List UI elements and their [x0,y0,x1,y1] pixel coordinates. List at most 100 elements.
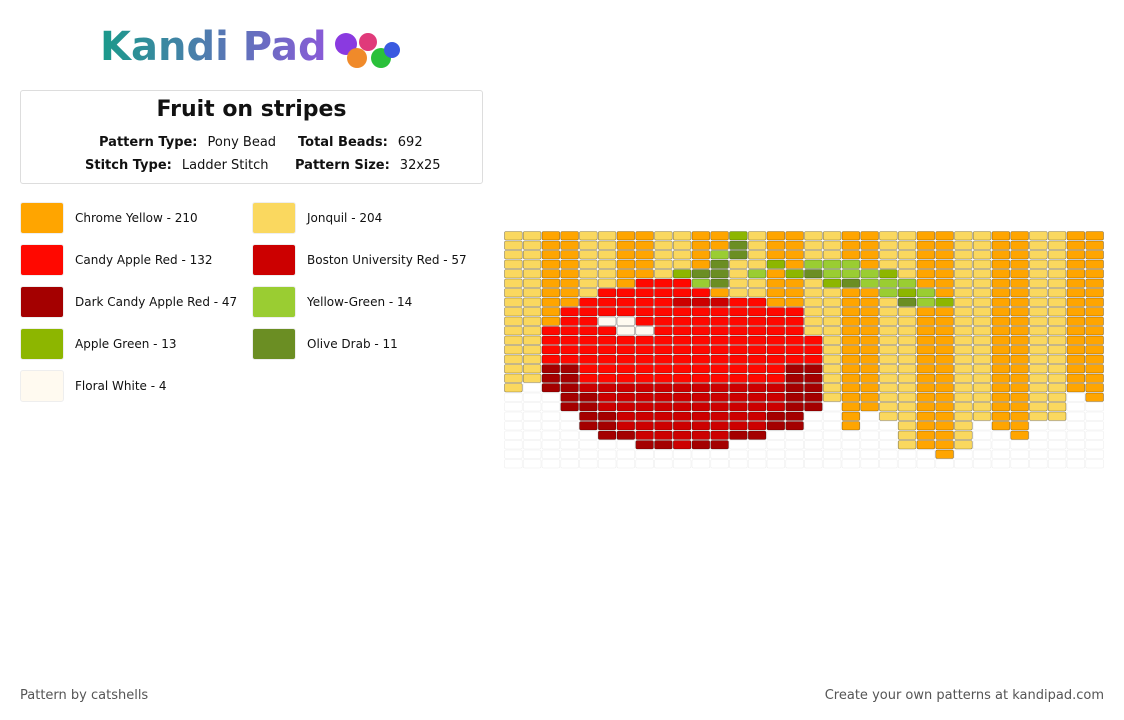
bead [504,278,523,288]
bead [841,250,861,260]
bead [1047,326,1067,336]
empty-cell [804,440,823,450]
bead [1047,383,1067,393]
bead [729,335,748,345]
bead [635,402,654,412]
bead [597,297,617,307]
bead [785,421,804,431]
bead [616,240,636,250]
empty-cell [1085,411,1104,421]
bead [935,326,954,336]
bead [935,411,954,421]
bead [747,250,767,260]
empty-cell [729,459,748,469]
value: Ladder Stitch [181,158,269,173]
bead [991,288,1011,298]
bead [672,250,692,260]
bead [1029,231,1048,241]
bead [635,440,654,450]
bead [1066,269,1086,279]
bead [897,278,917,288]
empty-cell [654,459,673,469]
bead [785,364,804,374]
link[interactable]: Create your own patterns at kandipad.com [824,688,1104,703]
bead [1047,345,1067,355]
bead [597,383,617,393]
bead [635,288,654,298]
bead [616,402,636,412]
bead [804,307,823,317]
bead [822,316,842,326]
bead [522,373,542,383]
bead [785,335,804,345]
bead [560,373,579,383]
bead [635,240,654,250]
bead [991,278,1011,288]
bead [897,392,917,402]
color-name: Jonquil - 204 [307,211,383,225]
bead [860,373,879,383]
bead [504,364,523,374]
bead [1085,297,1104,307]
empty-cell [972,449,992,459]
bead [860,392,879,402]
bead [691,383,711,393]
bead [710,402,729,412]
bead [785,373,804,383]
bead [916,335,936,345]
bead [560,288,579,298]
bead [522,297,542,307]
empty-cell [954,449,973,459]
bead [691,297,711,307]
bead [935,354,954,364]
bead [804,383,823,393]
bead [560,354,579,364]
bead [616,307,636,317]
legend-item: Jonquil - 204 [252,202,382,234]
empty-cell [841,430,861,440]
bead [841,326,861,336]
bead [672,269,692,279]
bead [935,449,954,459]
bead [1066,345,1086,355]
bead [691,354,711,364]
empty-cell [822,421,842,431]
bead [541,288,561,298]
bead [654,335,673,345]
bead [654,354,673,364]
bead [916,278,936,288]
bead [1029,354,1048,364]
empty-cell [616,440,636,450]
empty-cell [860,440,879,450]
bead [860,316,879,326]
bead [860,250,879,260]
bead [747,335,767,345]
bead [897,440,917,450]
bead [916,411,936,421]
bead [635,326,654,336]
empty-cell [972,421,992,431]
bead [1029,278,1048,288]
bead [541,269,561,279]
empty-cell [579,459,598,469]
bead [1047,392,1067,402]
bead [560,383,579,393]
bead [916,440,936,450]
empty-cell [1066,402,1086,412]
bead [860,259,879,269]
bead [972,411,992,421]
bead [710,307,729,317]
swatch [20,286,64,318]
logo[interactable]: Kandi Pad [100,24,327,70]
bead [672,402,692,412]
bead [972,259,992,269]
bead [597,231,617,241]
bead [935,373,954,383]
bead [729,421,748,431]
empty-cell [822,459,842,469]
bead [672,392,692,402]
bead [579,316,598,326]
bead [710,364,729,374]
bead [991,326,1011,336]
bead [579,383,598,393]
